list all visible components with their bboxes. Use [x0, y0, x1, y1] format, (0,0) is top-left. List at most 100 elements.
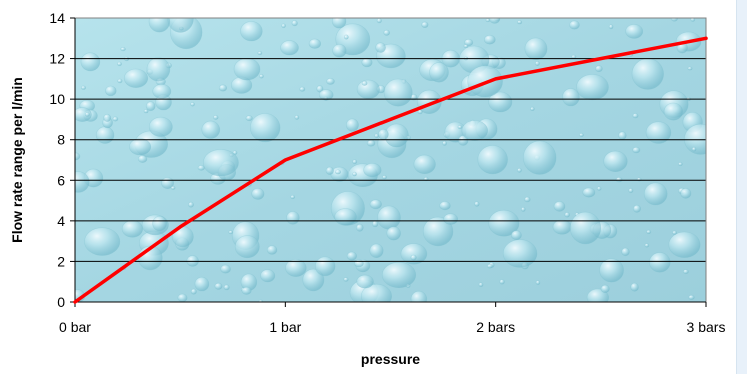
- water-droplet: [75, 107, 92, 122]
- water-droplet: [334, 208, 357, 226]
- y-tick-label-6: 6: [57, 172, 65, 188]
- water-droplet: [524, 196, 531, 203]
- water-droplet: [299, 86, 306, 92]
- water-droplet: [381, 261, 417, 288]
- water-droplet: [535, 280, 541, 285]
- water-droplet: [646, 229, 652, 234]
- water-droplet: [678, 162, 683, 167]
- water-droplet: [668, 231, 701, 258]
- water-droplet: [631, 58, 664, 90]
- water-droplet: [569, 20, 580, 30]
- water-droplet: [188, 201, 194, 208]
- water-droplet-texture: [75, 18, 706, 302]
- water-droplet: [576, 74, 609, 101]
- water-droplet: [152, 216, 167, 232]
- water-droplet: [520, 206, 526, 212]
- water-droplet: [353, 259, 364, 268]
- water-droplet: [343, 34, 349, 40]
- water-droplet: [386, 226, 401, 241]
- water-droplet: [240, 21, 263, 42]
- water-droplet: [691, 146, 697, 152]
- water-droplet: [250, 113, 281, 143]
- water-droplet: [257, 51, 263, 56]
- water-droplet: [400, 243, 428, 265]
- water-droplet: [644, 243, 650, 248]
- x-tick-label-2: 2 bars: [476, 319, 515, 335]
- water-droplet: [579, 133, 584, 138]
- water-droplet: [286, 211, 300, 225]
- series-layer: [73, 36, 708, 304]
- water-droplet: [266, 245, 278, 255]
- water-droplet: [148, 18, 171, 33]
- water-droplet: [517, 167, 522, 173]
- water-droplet: [596, 186, 602, 191]
- water-droplet: [356, 274, 374, 289]
- water-droplet: [112, 116, 119, 122]
- water-droplet: [499, 279, 505, 285]
- y-axis-title: Flow rate range per l/min: [9, 77, 25, 243]
- water-droplet: [281, 23, 286, 29]
- water-droplet: [439, 201, 451, 211]
- water-droplet: [517, 20, 523, 25]
- water-droplet: [600, 284, 610, 294]
- water-droplet: [260, 269, 276, 283]
- water-droplet: [177, 293, 188, 302]
- water-droplet: [105, 85, 117, 97]
- water-droplet: [502, 239, 538, 268]
- water-droplet: [291, 20, 298, 27]
- water-droplet: [190, 102, 195, 107]
- water-droplet: [80, 52, 101, 72]
- water-droplet: [489, 18, 501, 24]
- water-droplet: [143, 109, 149, 114]
- water-droplet: [382, 175, 387, 180]
- water-droplet: [643, 182, 668, 206]
- water-droplet: [234, 235, 260, 259]
- water-droplet: [599, 258, 624, 283]
- water-droplet: [522, 140, 557, 175]
- water-droplet: [302, 268, 325, 292]
- water-droplet: [569, 211, 602, 245]
- water-droplet: [103, 113, 112, 122]
- water-droplet: [290, 194, 296, 200]
- water-droplet: [233, 57, 261, 81]
- water-droplet: [690, 18, 696, 22]
- water-droplet: [378, 128, 389, 140]
- water-droplet: [383, 29, 391, 36]
- water-droplet: [553, 201, 566, 212]
- water-droplet: [524, 37, 548, 61]
- water-droplet: [120, 46, 126, 52]
- series-line-0: [73, 36, 708, 304]
- water-droplet: [595, 65, 603, 73]
- water-droplet: [361, 57, 373, 68]
- water-droplet: [603, 150, 628, 172]
- water-droplet: [220, 264, 231, 274]
- water-droplet: [511, 230, 522, 241]
- water-droplet: [645, 121, 672, 144]
- water-droplet: [680, 188, 692, 199]
- water-droplet: [458, 135, 469, 146]
- water-droplet: [530, 106, 535, 111]
- y-tick-label-0: 0: [57, 294, 65, 310]
- water-droplet: [345, 118, 359, 132]
- water-droplet: [443, 213, 459, 225]
- water-droplet: [374, 133, 379, 139]
- water-droplet: [316, 85, 324, 93]
- water-droplet: [562, 88, 580, 107]
- water-droplet: [84, 112, 90, 117]
- x-axis-ticks: 0 bar 1 bar 2 bars 3 bars: [59, 301, 725, 335]
- water-droplet: [123, 68, 149, 88]
- water-droplet: [410, 290, 428, 302]
- water-droplet: [352, 171, 357, 177]
- water-droplet: [463, 44, 469, 49]
- water-droplet: [332, 43, 347, 58]
- water-droplet: [688, 294, 695, 300]
- water-droplet: [129, 138, 152, 156]
- water-droplet: [534, 60, 540, 66]
- water-droplet: [137, 155, 148, 163]
- water-droplet: [618, 131, 627, 140]
- water-droplet: [152, 84, 172, 99]
- water-droplet: [326, 78, 335, 85]
- water-droplet: [81, 85, 87, 90]
- water-droplet: [377, 205, 401, 230]
